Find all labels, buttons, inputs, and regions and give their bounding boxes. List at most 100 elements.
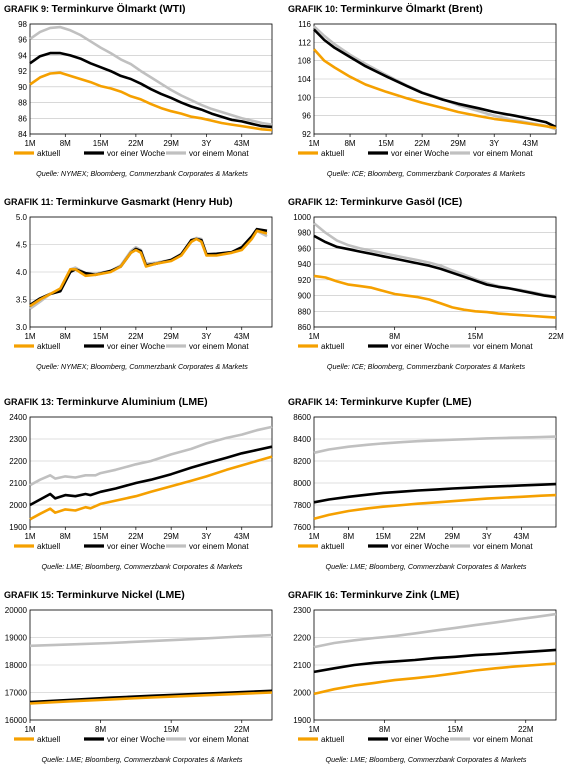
y-tick-label: 8600 <box>293 413 311 422</box>
legend-label: aktuell <box>321 542 344 551</box>
y-tick-label: 5.0 <box>16 213 28 222</box>
x-tick-label: 43M <box>514 532 530 541</box>
legend-label: vor einem Monat <box>189 149 249 158</box>
plot-frame <box>29 23 273 135</box>
legend-label: vor einer Woche <box>391 342 450 351</box>
x-tick-label: 15M <box>375 532 391 541</box>
panel-grafik-14: GRAFIK 14: Terminkurve Kupfer (LME) 7600… <box>284 393 568 586</box>
legend-label: vor einer Woche <box>107 149 166 158</box>
legend-label: vor einem Monat <box>473 542 533 551</box>
x-tick-label: 22M <box>128 139 144 148</box>
y-tick-label: 94 <box>18 51 27 60</box>
legend-label: vor einer Woche <box>391 542 450 551</box>
x-tick-label: 43M <box>234 332 250 341</box>
x-tick-label: 1M <box>308 332 319 341</box>
chart-source: Quelle: ICE; Bloomberg, Commerzbank Corp… <box>326 362 526 371</box>
x-tick-label: 8M <box>95 725 106 734</box>
x-tick-label: 1M <box>308 532 319 541</box>
x-tick-label: 15M <box>93 532 109 541</box>
x-tick-label: 29M <box>163 532 179 541</box>
y-tick-label: 92 <box>18 67 27 76</box>
y-tick-label: 96 <box>18 36 27 45</box>
plot-frame <box>29 216 273 328</box>
series-line-aktuell <box>29 71 273 132</box>
y-tick-label: 108 <box>298 57 312 66</box>
y-tick-label: 960 <box>298 244 312 253</box>
panel-grafik-16: GRAFIK 16: Terminkurve Zink (LME) 1900 20… <box>284 586 568 779</box>
legend-label: vor einer Woche <box>107 542 166 551</box>
x-tick-label: 15M <box>468 332 484 341</box>
series-line-vor-einer-Woche <box>313 482 557 504</box>
x-tick-label: 22M <box>128 332 144 341</box>
chart-title: GRAFIK 10: Terminkurve Ölmarkt (Brent) <box>288 3 483 15</box>
panel-grafik-13: GRAFIK 13: Terminkurve Aluminium (LME) 1… <box>0 393 284 586</box>
x-tick-label: 43M <box>234 139 250 148</box>
x-tick-label: 8M <box>344 139 355 148</box>
y-tick-label: 2000 <box>293 689 311 698</box>
series-line-vor-einem-Monat <box>29 229 268 310</box>
chart-source: Quelle: LME; Bloomberg, Commerzbank Corp… <box>325 755 527 764</box>
y-tick-label: 18000 <box>5 661 28 670</box>
legend-label: vor einer Woche <box>107 735 166 744</box>
legend-label: aktuell <box>37 542 60 551</box>
x-tick-label: 8M <box>60 532 71 541</box>
series-line-vor-einem-Monat <box>29 25 273 126</box>
y-tick-label: 8200 <box>293 457 311 466</box>
y-tick-label: 980 <box>298 229 312 238</box>
y-tick-label: 4.5 <box>16 241 28 250</box>
y-tick-label: 8400 <box>293 435 311 444</box>
series-line-vor-einem-Monat <box>29 633 273 648</box>
x-tick-label: 15M <box>93 332 109 341</box>
series-line-vor-einer-Woche <box>313 28 557 129</box>
series-line-vor-einer-Woche <box>29 689 273 704</box>
legend-label: vor einem Monat <box>189 342 249 351</box>
x-tick-label: 43M <box>522 139 538 148</box>
y-tick-label: 20000 <box>5 606 28 615</box>
y-tick-label: 4.0 <box>16 268 28 277</box>
y-tick-label: 17000 <box>5 689 28 698</box>
plot-frame <box>29 609 273 721</box>
series-line-vor-einem-Monat <box>313 612 557 649</box>
y-tick-label: 2000 <box>9 501 27 510</box>
legend-label: vor einem Monat <box>189 542 249 551</box>
legend-label: vor einem Monat <box>473 735 533 744</box>
legend-label: aktuell <box>37 149 60 158</box>
y-tick-label: 8000 <box>293 479 311 488</box>
y-tick-label: 88 <box>18 99 27 108</box>
y-tick-label: 90 <box>18 83 27 92</box>
plot-frame <box>29 416 273 528</box>
x-tick-label: 3Y <box>202 139 212 148</box>
panel-grafik-11: GRAFIK 11: Terminkurve Gasmarkt (Henry H… <box>0 193 284 386</box>
y-tick-label: 2300 <box>293 606 311 615</box>
panel-grafik-9: GRAFIK 9: Terminkurve Ölmarkt (WTI) 84 86… <box>0 0 284 193</box>
y-tick-label: 104 <box>298 75 312 84</box>
x-tick-label: 1M <box>308 139 319 148</box>
chart-title: GRAFIK 15: Terminkurve Nickel (LME) <box>4 589 185 601</box>
x-tick-label: 22M <box>234 725 250 734</box>
line-chart: 1900 2000 2100 2200 2300 2400 1M 8M 15M 22M 29M 3Y 4… <box>9 413 273 551</box>
x-tick-label: 22M <box>518 725 534 734</box>
y-tick-label: 112 <box>298 38 311 47</box>
x-tick-label: 1M <box>24 139 35 148</box>
y-tick-label: 98 <box>18 20 27 29</box>
plot-frame <box>313 416 557 528</box>
series-line-aktuell <box>313 493 557 521</box>
line-chart: 92 96 100 104 108 112 116 1M 8M 15M 22M 29M 3Y 43M akt… <box>298 20 557 158</box>
series-line-aktuell <box>313 274 557 319</box>
panel-grafik-10: GRAFIK 10: Terminkurve Ölmarkt (Brent) 9… <box>284 0 568 193</box>
x-tick-label: 8M <box>343 532 354 541</box>
plot-frame <box>313 23 557 135</box>
chart-title: GRAFIK 11: Terminkurve Gasmarkt (Henry H… <box>4 196 233 208</box>
y-tick-label: 3.0 <box>16 323 28 332</box>
chart-title: GRAFIK 16: Terminkurve Zink (LME) <box>288 589 460 601</box>
y-tick-label: 86 <box>18 114 27 123</box>
y-tick-label: 2100 <box>293 661 311 670</box>
plot-frame <box>313 216 557 328</box>
legend-label: vor einer Woche <box>107 342 166 351</box>
x-tick-label: 22M <box>128 532 144 541</box>
x-tick-label: 1M <box>308 725 319 734</box>
series-line-aktuell <box>313 662 557 696</box>
y-tick-label: 7600 <box>293 523 311 532</box>
y-tick-label: 96 <box>302 112 311 121</box>
y-tick-label: 1900 <box>293 716 311 725</box>
